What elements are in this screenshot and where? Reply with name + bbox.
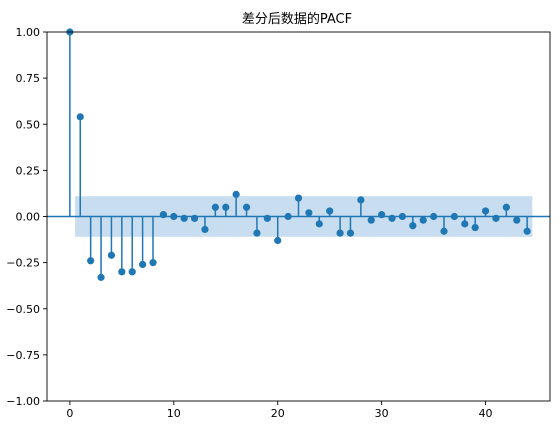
stem-marker-lag-43 <box>513 216 521 224</box>
y-tick-label: 0.00 <box>16 211 41 224</box>
stem-marker-lag-15 <box>222 203 230 211</box>
stem-marker-lag-5 <box>118 268 126 276</box>
stem-marker-lag-19 <box>263 214 271 222</box>
stem-marker-lag-11 <box>180 214 188 222</box>
x-tick-label: 0 <box>66 407 73 420</box>
stem-marker-lag-27 <box>346 229 355 237</box>
y-tick-label: −1.00 <box>6 395 40 408</box>
stem-marker-lag-9 <box>159 211 167 219</box>
stem-marker-lag-6 <box>128 268 136 276</box>
stem-marker-lag-29 <box>367 216 375 224</box>
stem-marker-lag-42 <box>502 203 510 211</box>
stem-marker-lag-18 <box>253 229 261 237</box>
y-tick-label: −0.25 <box>6 257 40 270</box>
stem-marker-lag-39 <box>471 223 479 232</box>
x-tick-label: 20 <box>271 407 285 420</box>
stem-marker-lag-28 <box>357 196 365 204</box>
stem-marker-lag-38 <box>461 220 469 228</box>
y-tick-label: 0.25 <box>16 164 41 177</box>
stem-marker-lag-4 <box>107 251 116 259</box>
stem-marker-lag-3 <box>97 273 105 281</box>
x-tick-label: 30 <box>375 407 389 420</box>
y-tick-label: −0.50 <box>6 303 40 316</box>
stem-marker-lag-16 <box>232 190 240 198</box>
stem-marker-lag-22 <box>294 194 303 202</box>
stem-marker-lag-7 <box>139 260 147 269</box>
x-tick-label: 10 <box>167 407 181 420</box>
stem-marker-lag-20 <box>274 236 282 245</box>
stem-marker-lag-23 <box>305 209 313 217</box>
stem-marker-lag-32 <box>398 212 407 221</box>
y-tick-label: 0.50 <box>16 118 41 131</box>
stem-marker-lag-12 <box>190 214 199 222</box>
y-tick-label: 0.75 <box>16 72 41 85</box>
stem-marker-lag-26 <box>336 229 344 237</box>
stem-marker-lag-13 <box>201 225 209 234</box>
stem-marker-lag-37 <box>450 212 458 221</box>
stem-marker-lag-31 <box>388 214 396 222</box>
stem-marker-lag-2 <box>87 257 95 265</box>
stem-marker-lag-44 <box>523 227 531 235</box>
stem-marker-lag-40 <box>481 207 490 215</box>
stem-marker-lag-33 <box>409 222 417 230</box>
stem-marker-lag-25 <box>326 207 334 215</box>
y-tick-label: −0.75 <box>6 349 40 362</box>
plot-area: 0 10 20 30 40 −1.00 −0.75 −0.50 −0.25 0.00 0.25 0.5… <box>6 26 551 420</box>
stem-marker-lag-14 <box>211 203 219 211</box>
y-tick-label: 1.00 <box>16 26 41 39</box>
stem-marker-lag-35 <box>430 212 438 221</box>
stem-marker-lag-8 <box>149 259 157 267</box>
x-tick-label: 40 <box>479 407 493 420</box>
stem-marker-lag-21 <box>284 212 292 221</box>
stem-marker-lag-30 <box>378 211 386 219</box>
stem-marker-lag-1 <box>76 113 84 121</box>
stem-marker-lag-24 <box>315 220 323 228</box>
stem-marker-lag-10 <box>170 212 178 221</box>
stem-marker-lag-34 <box>419 216 427 224</box>
chart-title: 差分后数据的PACF <box>242 11 352 27</box>
stem-marker-lag-41 <box>492 214 500 222</box>
stem-marker-lag-36 <box>440 227 448 235</box>
stem-marker-lag-17 <box>242 203 251 211</box>
